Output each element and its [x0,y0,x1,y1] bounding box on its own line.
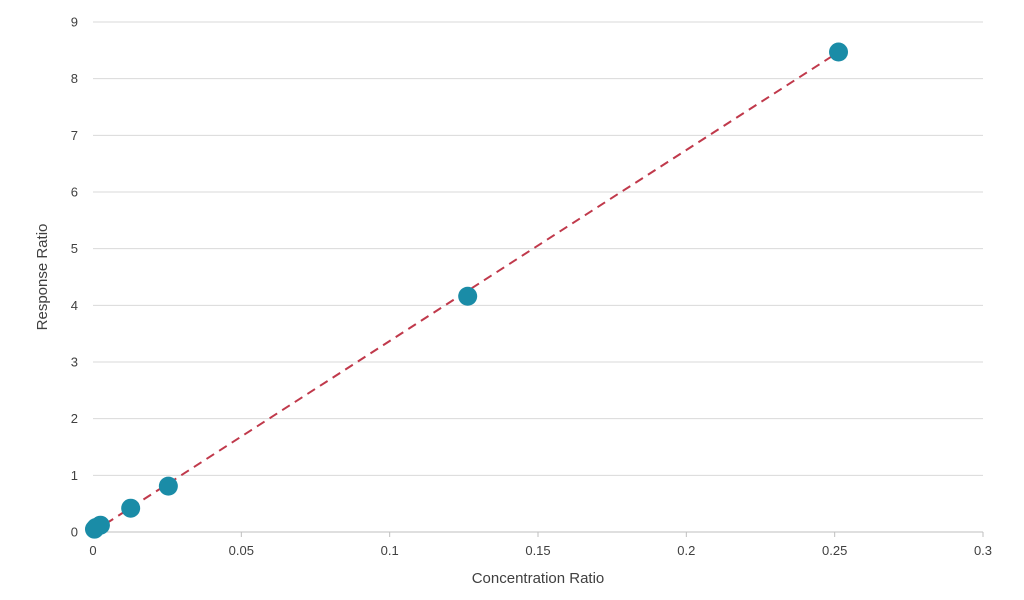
data-point [158,476,178,496]
x-tick-label: 0.1 [381,543,399,558]
y-tick-label: 8 [71,71,78,86]
x-tick-label: 0.05 [229,543,254,558]
x-tick-label: 0.2 [677,543,695,558]
y-tick-label: 2 [71,411,78,426]
x-tick-label: 0.15 [525,543,550,558]
data-point [90,515,110,535]
data-points [84,42,849,539]
y-tick-label: 7 [71,128,78,143]
y-tick-labels: 0 1 2 3 4 5 6 7 8 9 [71,15,78,540]
x-tick-labels: 0 0.05 0.1 0.15 0.2 0.25 0.3 [89,543,992,558]
y-tick-label: 6 [71,185,78,200]
x-tick-label: 0.3 [974,543,992,558]
gridlines [93,21,983,476]
data-point [829,42,849,62]
data-point [458,286,478,306]
x-axis-title: Concentration Ratio [472,570,605,587]
data-point [121,498,141,518]
y-axis-title: Response Ratio [34,224,51,331]
y-tick-label: 0 [71,525,78,540]
y-tick-label: 9 [71,15,78,30]
y-tick-label: 1 [71,468,78,483]
y-tick-label: 5 [71,241,78,256]
x-tick-label: 0 [89,543,96,558]
x-tick-label: 0.25 [822,543,847,558]
y-tick-label: 3 [71,355,78,370]
y-tick-label: 4 [71,298,78,313]
axes [92,531,984,537]
